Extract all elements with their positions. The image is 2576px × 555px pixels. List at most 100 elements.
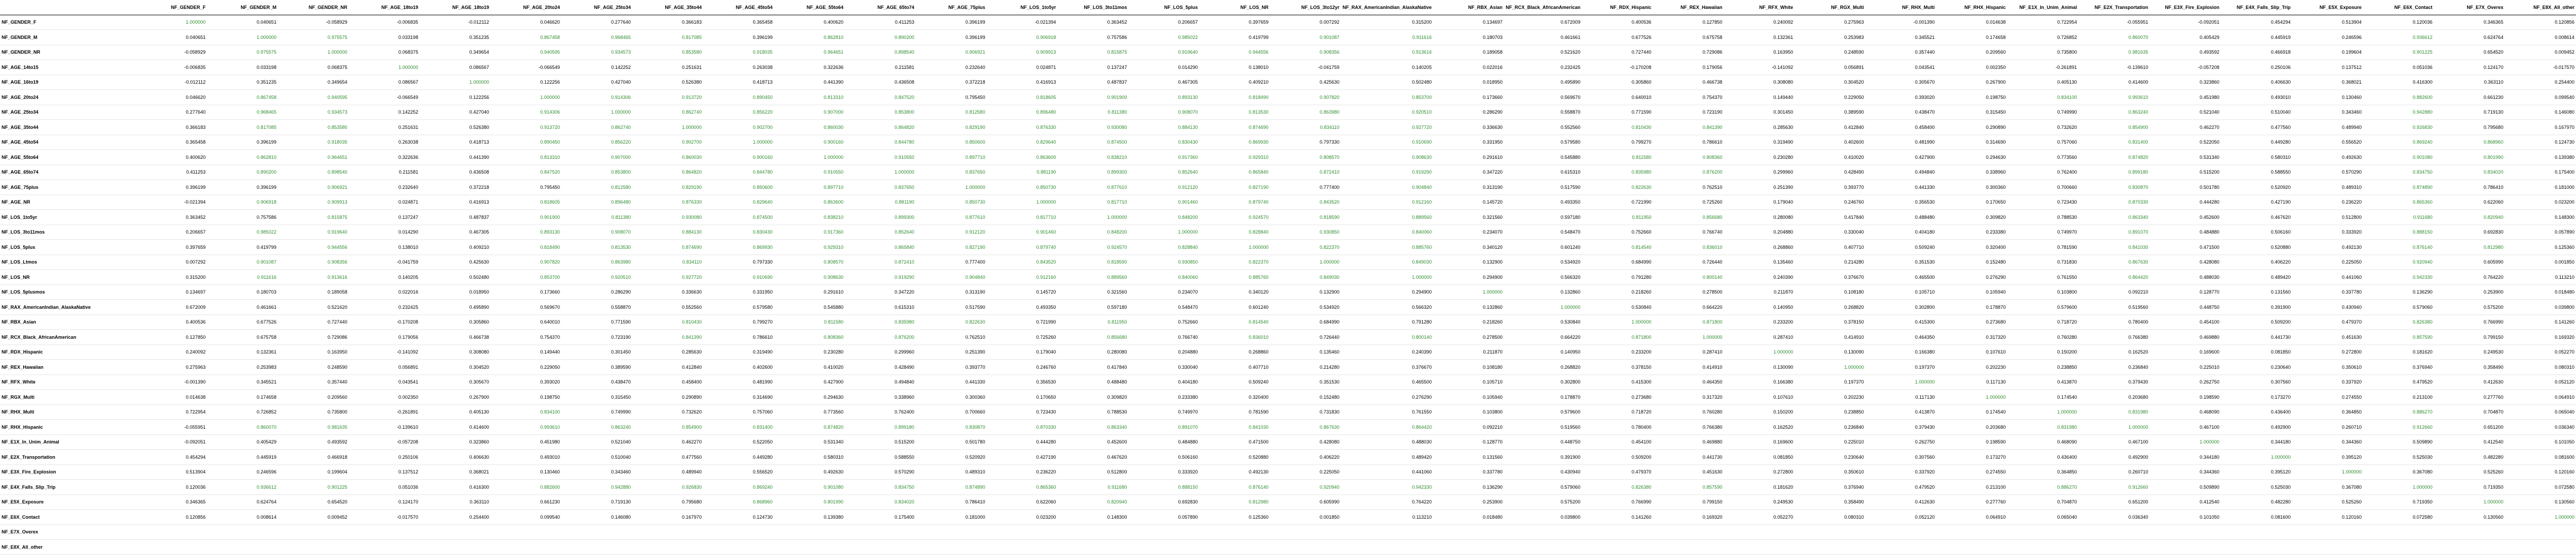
correlation-cell: 0.411253 [845, 15, 916, 30]
correlation-cell: 0.489420 [2221, 269, 2293, 285]
correlation-cell: 0.023200 [986, 509, 1058, 525]
correlation-cell: 0.795680 [2434, 119, 2505, 135]
correlation-cell: 0.253983 [1795, 29, 1866, 45]
correlation-cell: 0.829640 [703, 195, 775, 210]
correlation-cell [561, 524, 633, 540]
correlation-cell: 0.814540 [1199, 315, 1270, 330]
row-header: NF_E2X_Transportation [0, 449, 137, 465]
correlation-cell: 0.910550 [774, 165, 846, 180]
correlation-cell: 0.865360 [986, 479, 1058, 495]
correlation-cell: 0.272800 [2292, 345, 2364, 360]
correlation-cell: 0.622060 [986, 495, 1058, 510]
correlation-cell: 0.757586 [207, 209, 278, 225]
correlation-cell: 0.831400 [2078, 135, 2150, 150]
table-row: NF_E6X_Contact 0.120856 0.008614 0.009452 -0… [0, 509, 2576, 525]
correlation-cell [2504, 539, 2576, 555]
correlation-cell: 0.810430 [632, 315, 704, 330]
correlation-cell [1199, 524, 1270, 540]
correlation-cell: 0.869930 [703, 239, 775, 255]
correlation-cell: 0.834100 [491, 405, 562, 420]
correlation-cell [420, 524, 491, 540]
correlation-cell: 0.131560 [2221, 285, 2293, 300]
correlation-cell: 1.000000 [1504, 299, 1582, 315]
correlation-cell: 0.136290 [2363, 285, 2435, 300]
correlation-cell: 0.169600 [1724, 435, 1795, 450]
correlation-cell: 0.818605 [491, 195, 562, 210]
correlation-cell: 0.379430 [1865, 419, 1937, 435]
table-row: NF_RDX_Hispanic 0.240092 0.132361 0.163950-… [0, 345, 2576, 360]
correlation-cell [986, 524, 1058, 540]
correlation-cell: 0.466738 [420, 329, 491, 345]
correlation-cell: 0.847520 [491, 165, 562, 180]
row-header: NF_E4X_Falls_Slip_Trip [0, 479, 137, 495]
correlation-cell: 0.294630 [774, 389, 846, 405]
correlation-cell: -0.066549 [349, 89, 420, 105]
correlation-cell: 0.416913 [986, 75, 1058, 90]
correlation-cell [915, 524, 987, 540]
correlation-cell: 0.810430 [1582, 119, 1653, 135]
correlation-cell: 0.043541 [349, 375, 420, 390]
correlation-cell: 0.138010 [349, 239, 420, 255]
correlation-cell: 0.863980 [561, 255, 633, 270]
correlation-cell: 0.901900 [1057, 89, 1129, 105]
correlation-cell: 0.913720 [491, 119, 562, 135]
correlation-cell: 0.813310 [491, 149, 562, 165]
correlation-cell: 0.901460 [986, 225, 1058, 240]
correlation-cell: 0.799270 [1582, 135, 1653, 150]
row-header: NF_E5X_Exposure [0, 495, 137, 510]
correlation-cell: 0.253900 [2434, 285, 2505, 300]
correlation-cell: 0.108180 [1795, 285, 1866, 300]
correlation-cell: 0.146080 [561, 509, 633, 525]
correlation-cell: 0.356530 [1865, 195, 1937, 210]
table-row: NF_E1X_In_Unim_Animal -0.092051 0.405429 0.… [0, 435, 2576, 450]
correlation-cell: 0.014638 [1936, 15, 2008, 30]
correlation-cell: -0.141092 [1724, 59, 1795, 75]
correlation-cell: 0.853580 [632, 45, 704, 60]
correlation-cell: 0.482280 [2221, 495, 2293, 510]
row-header: NF_AGE_55to64 [0, 149, 137, 165]
correlation-cell: 0.393020 [1865, 89, 1937, 105]
correlation-cell: 0.840060 [1341, 225, 1433, 240]
correlation-cell: 1.000000 [2434, 495, 2505, 510]
correlation-cell: 0.276290 [1341, 389, 1433, 405]
correlation-cell: 0.132361 [207, 345, 278, 360]
correlation-cell: 0.515200 [845, 435, 916, 450]
correlation-cell: 0.080310 [2504, 359, 2576, 375]
correlation-cell: 0.214280 [1795, 255, 1866, 270]
correlation-cell: 0.891070 [2078, 225, 2150, 240]
correlation-cell: 0.211581 [845, 59, 916, 75]
correlation-cell: 0.234070 [1128, 285, 1199, 300]
correlation-cell: 0.862740 [561, 119, 633, 135]
correlation-cell: 0.835980 [845, 315, 916, 330]
table-row: NF_AGE_35to44 0.366183 0.817085 0.853580 0.2… [0, 119, 2576, 135]
correlation-cell: 0.762510 [1653, 179, 1724, 195]
correlation-cell [1057, 539, 1129, 555]
correlation-cell: 1.000000 [703, 135, 775, 150]
correlation-cell: 0.834750 [2363, 165, 2435, 180]
correlation-cell: 0.897710 [915, 149, 987, 165]
correlation-cell: 0.173270 [1936, 449, 2008, 465]
correlation-cell: 0.863340 [1057, 419, 1129, 435]
column-header: NF_GENDER_M [207, 0, 278, 15]
correlation-cell: 0.101050 [2504, 435, 2576, 450]
correlation-cell: 0.735800 [278, 405, 349, 420]
correlation-cell: 0.910690 [1341, 135, 1433, 150]
correlation-cell: 0.826380 [1582, 479, 1653, 495]
correlation-cell: 0.162520 [2078, 345, 2150, 360]
correlation-cell: 0.531340 [2150, 149, 2221, 165]
correlation-cell: 0.605990 [1270, 495, 1341, 510]
correlation-cell: 0.888150 [1128, 479, 1199, 495]
column-header-row: NF_GENDER_F NF_GENDER_M NF_GENDER_NR NF_AGE… [0, 0, 2576, 15]
correlation-cell: 0.722954 [2007, 15, 2079, 30]
correlation-cell: 0.863600 [774, 195, 846, 210]
correlation-cell: 0.363452 [136, 209, 207, 225]
correlation-cell: 0.908356 [278, 255, 349, 270]
correlation-cell: 0.896480 [561, 195, 633, 210]
correlation-cell: 0.402600 [703, 359, 775, 375]
correlation-cell: 0.817710 [986, 209, 1058, 225]
correlation-cell: -0.017570 [2504, 59, 2576, 75]
correlation-cell [2292, 524, 2364, 540]
correlation-cell: 0.836010 [1653, 239, 1724, 255]
correlation-cell: 0.488480 [1865, 209, 1937, 225]
correlation-cell: 0.391900 [1504, 449, 1582, 465]
